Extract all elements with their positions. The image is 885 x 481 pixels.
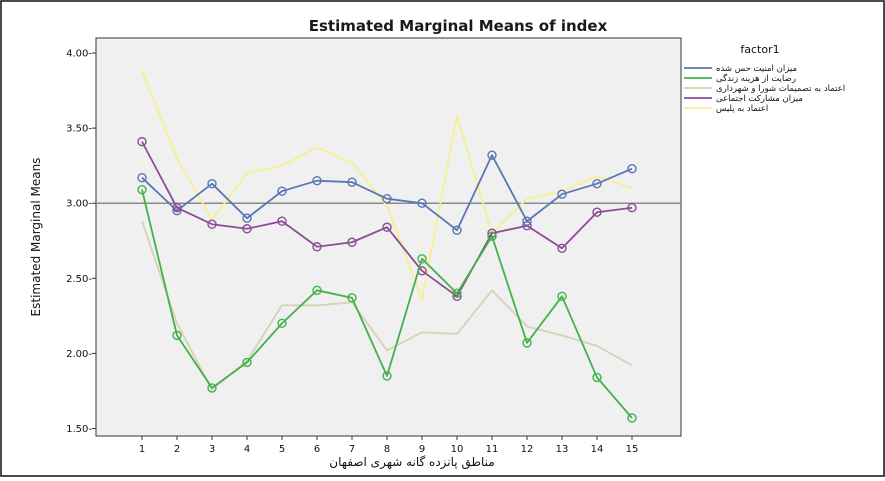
legend-entry: اعتماد به تصمیمات شورا و شهرداری (716, 84, 845, 94)
data-point (242, 224, 252, 234)
x-tick-label: 3 (209, 444, 215, 455)
series-line (141, 189, 633, 419)
data-point (137, 172, 147, 183)
legend-entry: اعتماد به پلیس (716, 104, 768, 114)
data-point (312, 242, 322, 252)
data-point (487, 231, 497, 241)
data-point (207, 178, 217, 189)
data-point (172, 330, 182, 341)
data-point (347, 177, 357, 187)
data-point (627, 163, 637, 174)
x-axis: 1 2 3 4 5 6 7 8 9 10 11 12 13 14 15 (139, 436, 639, 455)
x-tick-label: 14 (591, 444, 604, 455)
legend-entry: رضایت از هزینه زندگی (716, 73, 796, 84)
data-point (347, 293, 357, 303)
legend-entry: میزان امنیت حس شده (716, 64, 797, 74)
data-point (592, 178, 602, 189)
data-point (522, 221, 532, 231)
chart-title: Estimated Marginal Means of index (309, 17, 608, 35)
data-point (417, 198, 427, 208)
data-point (172, 203, 182, 213)
x-tick-label: 7 (349, 444, 355, 455)
data-point (312, 285, 322, 296)
data-point (592, 372, 602, 383)
data-point (137, 184, 147, 195)
x-tick-label: 4 (244, 444, 250, 455)
series-line (141, 154, 633, 232)
x-tick-label: 1 (139, 444, 145, 455)
x-tick-label: 10 (451, 444, 464, 455)
x-tick-label: 12 (521, 444, 534, 455)
data-point (557, 291, 567, 302)
x-tick-label: 13 (556, 444, 569, 455)
data-point (452, 288, 462, 299)
x-tick-label: 2 (174, 444, 180, 455)
legend-title: factor1 (740, 43, 779, 56)
data-point (207, 219, 217, 229)
series-line (141, 70, 633, 301)
data-point (207, 383, 217, 393)
data-point (452, 225, 462, 235)
data-point (627, 203, 637, 213)
y-tick-label: 1.50- (66, 424, 92, 435)
data-point (277, 318, 287, 329)
x-tick-label: 15 (626, 444, 639, 455)
series-layer (137, 70, 637, 423)
series-line (141, 141, 633, 298)
y-axis: 1.50- 2.00- 2.50- 3.00- 3.50- 4.00- (66, 49, 96, 435)
data-point (277, 216, 287, 226)
data-point (417, 254, 427, 264)
data-point (137, 136, 147, 147)
x-tick-label: 5 (279, 444, 285, 455)
x-tick-label: 8 (384, 444, 390, 455)
data-point (557, 243, 567, 253)
data-point (557, 189, 567, 199)
data-point (487, 150, 497, 160)
y-tick-label: 3.50- (66, 124, 92, 135)
data-point (242, 213, 252, 223)
data-point (592, 207, 602, 217)
legend-entry: میزان مشارکت اجتماعی (716, 94, 803, 104)
data-point (382, 222, 392, 232)
y-tick-label: 4.00- (66, 49, 92, 60)
data-point (347, 237, 357, 247)
data-point (277, 186, 287, 196)
x-tick-label: 11 (486, 444, 499, 455)
y-tick-label: 2.50- (66, 274, 92, 285)
data-point (242, 357, 252, 368)
x-tick-label: 6 (314, 444, 320, 455)
x-tick-label: 9 (419, 444, 425, 455)
y-tick-label: 2.00- (66, 349, 92, 360)
data-point (627, 413, 637, 423)
data-point (312, 175, 322, 186)
data-point (522, 338, 532, 348)
data-point (382, 194, 392, 204)
x-axis-label: مناطق پانزده گانه شهری اصفهان (329, 455, 494, 470)
y-tick-label: 3.00- (66, 199, 92, 210)
data-point (382, 371, 392, 381)
y-axis-label: Estimated Marginal Means (29, 158, 43, 317)
